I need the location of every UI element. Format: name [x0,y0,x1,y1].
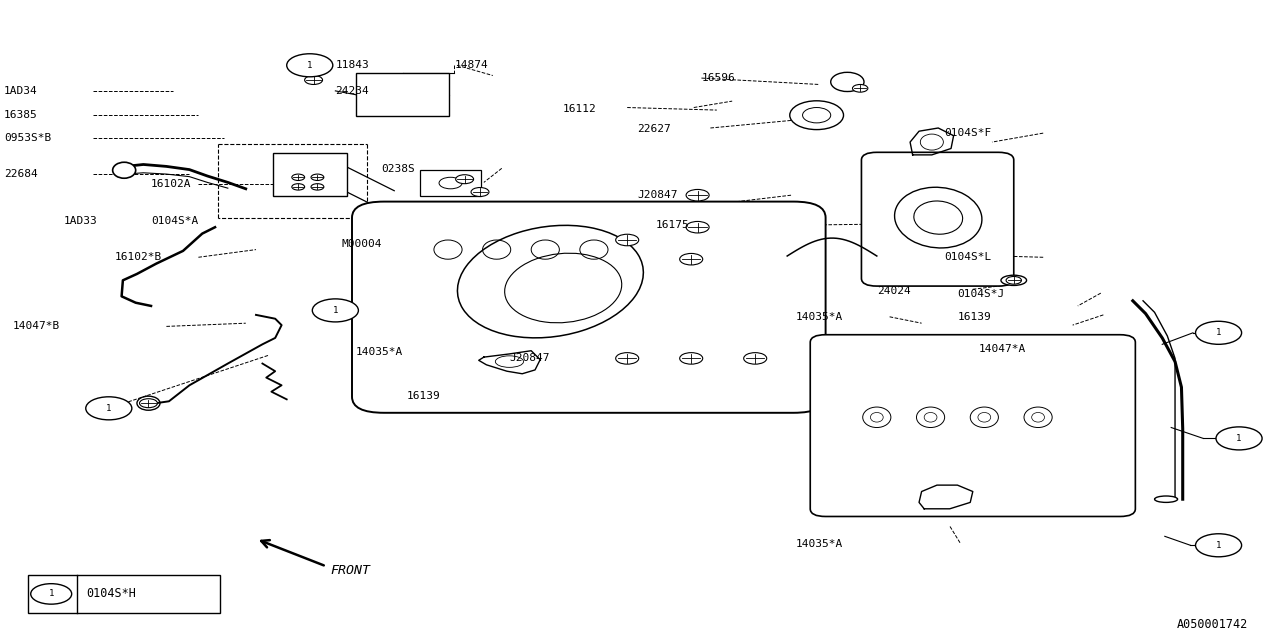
Circle shape [680,253,703,265]
Ellipse shape [1001,275,1027,285]
Circle shape [1216,427,1262,450]
Circle shape [311,184,324,190]
Circle shape [308,63,326,72]
Text: 1: 1 [333,306,338,315]
Circle shape [1196,534,1242,557]
Circle shape [616,353,639,364]
Circle shape [471,188,489,196]
Circle shape [686,189,709,201]
Circle shape [140,399,157,408]
Text: 0104S*L: 0104S*L [945,252,992,262]
Bar [273,153,347,196]
Text: 14047*B: 14047*B [13,321,60,332]
Text: 22684: 22684 [4,169,37,179]
Text: 14035*A: 14035*A [356,347,403,357]
Ellipse shape [113,163,136,179]
Circle shape [305,76,323,84]
Circle shape [1196,321,1242,344]
Text: 14874: 14874 [454,60,488,70]
Text: FRONT: FRONT [330,564,370,577]
Text: 1: 1 [307,61,312,70]
Text: 16112: 16112 [563,104,596,114]
Ellipse shape [790,101,844,130]
Bar [356,73,449,116]
Text: 24234: 24234 [335,86,369,96]
Text: 16102A: 16102A [151,179,192,189]
Bar [28,575,220,613]
Text: 1: 1 [1236,434,1242,443]
Circle shape [86,397,132,420]
Circle shape [292,184,305,190]
Circle shape [287,54,333,77]
Circle shape [1006,276,1021,284]
Bar [420,170,481,196]
Text: J20847: J20847 [509,353,550,364]
Text: 0104S*F: 0104S*F [945,128,992,138]
Circle shape [456,175,474,184]
FancyBboxPatch shape [861,152,1014,286]
Circle shape [744,353,767,364]
Circle shape [31,584,72,604]
Text: 16385: 16385 [4,110,37,120]
Circle shape [312,299,358,322]
Text: 1: 1 [106,404,111,413]
Text: 0953S*B: 0953S*B [4,133,51,143]
Circle shape [311,174,324,180]
Ellipse shape [1155,496,1178,502]
Ellipse shape [831,72,864,92]
Text: 1AD34: 1AD34 [4,86,37,96]
Text: 1: 1 [1216,541,1221,550]
Text: 16175: 16175 [655,220,689,230]
FancyBboxPatch shape [810,335,1135,516]
Text: 22627: 22627 [637,124,671,134]
Circle shape [686,221,709,233]
Text: 14035*A: 14035*A [796,312,844,322]
Circle shape [852,84,868,92]
Text: 16139: 16139 [407,390,440,401]
Text: J20847: J20847 [637,190,678,200]
Circle shape [616,234,639,246]
Text: 1: 1 [1216,328,1221,337]
Text: 0104S*J: 0104S*J [957,289,1005,300]
Text: 14047*A: 14047*A [979,344,1027,354]
FancyBboxPatch shape [352,202,826,413]
Text: 16139: 16139 [957,312,991,322]
Circle shape [680,353,703,364]
Text: 1: 1 [49,589,54,598]
Text: 24024: 24024 [877,286,910,296]
Text: 16596: 16596 [701,73,735,83]
Text: 0238S: 0238S [381,164,415,174]
Text: 0104S*A: 0104S*A [151,216,198,227]
Text: 14035*A: 14035*A [796,539,844,549]
Text: A050001742: A050001742 [1176,618,1248,630]
Text: M00004: M00004 [342,239,383,250]
Text: 16102*B: 16102*B [115,252,163,262]
Circle shape [292,174,305,180]
Text: 0104S*H: 0104S*H [86,588,136,600]
Text: 1AD33: 1AD33 [64,216,97,227]
Text: 11843: 11843 [335,60,369,70]
